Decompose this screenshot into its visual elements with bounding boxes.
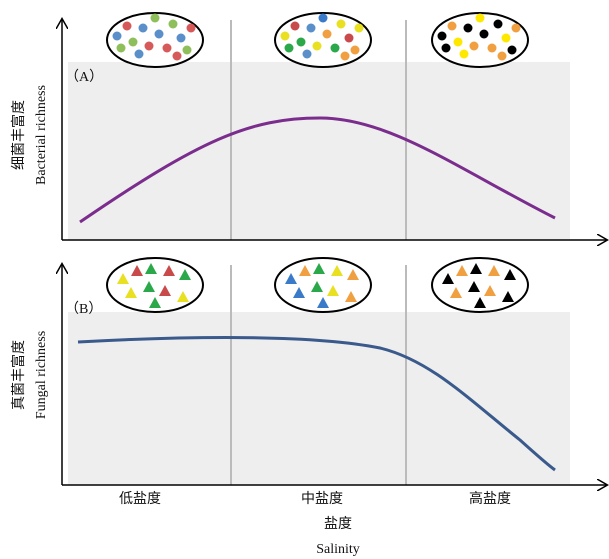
y-axis-label: 真菌丰富度 [10,340,27,410]
microbe-triangle [502,291,514,302]
category-label: 低盐度 [119,491,161,507]
microbe-dot [453,37,463,47]
y-axis-label: Bacterial richness [34,85,49,185]
microbe-triangle [125,287,137,298]
microbe-dot [162,43,172,53]
microbe-triangle [299,265,311,276]
microbe-dot [128,37,138,47]
microbe-dot [487,43,497,53]
microbe-dot [497,51,507,61]
microbe-triangle [285,273,297,284]
panel-label: （A） [65,69,103,85]
microbe-triangle [442,273,454,284]
microbe-dot [459,49,469,59]
microbe-triangle [347,269,359,280]
microbe-triangle [145,263,157,274]
microbe-dot [336,19,346,29]
microbe-dot [350,45,360,55]
x-axis-title: 盐度 [324,516,352,532]
microbe-dot [296,37,306,47]
microbe-triangle [313,263,325,274]
x-axis-title: Salinity [316,542,360,557]
microbe-dot [280,31,290,41]
microbe-dot [318,13,328,23]
microbe-dot [447,21,457,31]
microbe-triangle [149,297,161,308]
microbe-triangle [293,287,305,298]
microbe-dot [469,41,479,51]
microbe-triangle [456,265,468,276]
microbe-triangle [311,281,323,292]
microbe-dot [344,33,354,43]
microbe-dot [511,23,521,33]
microbe-triangle [177,291,189,302]
microbe-dot [302,49,312,59]
microbe-dot [479,29,489,39]
microbe-triangle [504,269,516,280]
microbe-triangle [484,285,496,296]
microbe-dot [112,31,122,41]
microbe-dot [306,23,316,33]
microbe-dot [290,21,300,31]
microbe-dot [463,23,473,33]
microbe-dot [134,49,144,59]
microbe-dot [154,29,164,39]
microbe-triangle [143,281,155,292]
trend-curve [79,116,556,224]
microbe-dot [312,41,322,51]
microbe-dot [144,41,154,51]
microbe-triangle [450,287,462,298]
microbe-dot [475,13,485,23]
microbe-triangle [474,297,486,308]
microbe-dot [176,33,186,43]
microbe-triangle [131,265,143,276]
microbe-triangle [345,291,357,302]
microbe-dot [182,45,192,55]
microbe-dot [330,43,340,53]
microbe-dot [354,23,364,33]
microbe-triangle [117,273,129,284]
microbe-dot [172,51,182,61]
microbe-triangle [159,285,171,296]
microbe-triangle [488,265,500,276]
y-axis-label: 细菌丰富度 [10,100,27,170]
microbe-dot [501,33,511,43]
microbe-triangle [331,265,343,276]
microbe-dot [116,43,126,53]
microbe-dot [340,51,350,61]
microbe-triangle [163,265,175,276]
panel-background [68,62,570,240]
microbe-dot [437,31,447,41]
panel-label: （B） [65,301,102,317]
category-label: 中盐度 [301,491,343,507]
icons [106,12,529,313]
microbe-triangle [468,281,480,292]
category-label: 高盐度 [469,490,511,507]
microbe-dot [168,19,178,29]
microbe-dot [322,29,332,39]
microbe-triangle [470,263,482,274]
microbe-dot [138,23,148,33]
microbe-triangle [317,297,329,308]
microbe-triangle [327,285,339,296]
microbe-dot [284,43,294,53]
microbe-triangle [179,269,191,280]
microbe-dot [493,19,503,29]
microbe-dot [150,13,160,23]
trend-curve [77,336,556,472]
microbe-dot [507,45,517,55]
microbe-dot [186,23,196,33]
microbe-dot [122,21,132,31]
microbe-dot [441,43,451,53]
y-axis-label: Fungal richness [34,331,49,419]
